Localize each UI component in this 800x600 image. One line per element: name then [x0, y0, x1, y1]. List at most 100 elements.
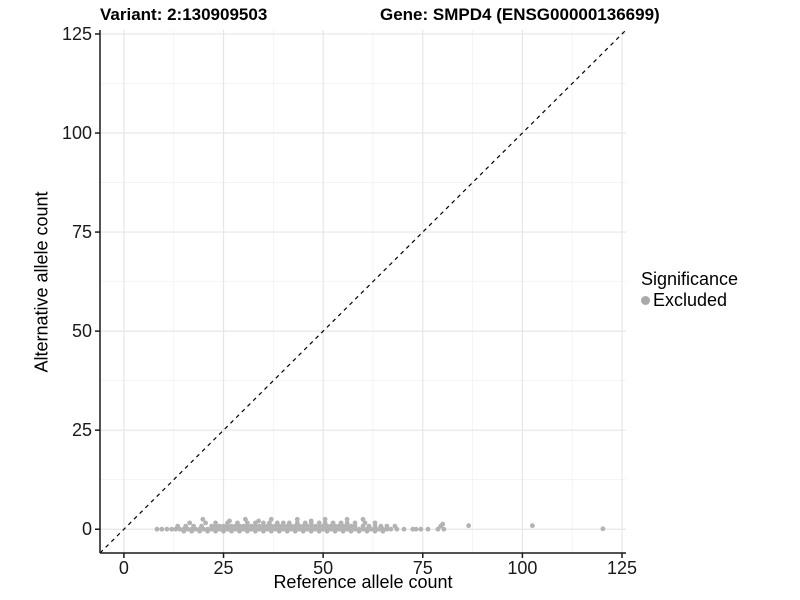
data-point [243, 516, 248, 522]
data-point [308, 518, 314, 524]
y-tick-label: 50 [71, 321, 92, 342]
data-point [221, 523, 226, 529]
data-point [274, 520, 280, 526]
data-point [413, 526, 419, 532]
data-point [466, 523, 471, 529]
data-point [261, 528, 266, 534]
data-point [364, 528, 370, 534]
data-point [227, 518, 232, 524]
scatter-points [154, 516, 606, 534]
y-tick-label: 0 [81, 519, 92, 540]
data-point [169, 526, 175, 532]
data-point [261, 520, 266, 526]
data-point [372, 528, 378, 534]
x-tick-label: 125 [606, 558, 638, 578]
data-point [348, 523, 354, 529]
data-point [348, 528, 354, 534]
data-point [340, 528, 346, 534]
x-axis-title: Reference allele count [273, 572, 453, 592]
axis-lines [99, 30, 626, 554]
data-point [209, 523, 214, 529]
data-point [183, 523, 189, 529]
data-point [187, 520, 193, 526]
data-point [344, 520, 350, 526]
data-point [344, 516, 350, 522]
data-point [332, 528, 338, 534]
data-point [316, 520, 322, 526]
data-point [425, 526, 431, 532]
minor-gridlines [100, 30, 626, 553]
data-point [268, 516, 274, 522]
data-point [401, 526, 407, 532]
data-point [205, 528, 210, 534]
x-tick-label: 0 [118, 558, 129, 578]
data-point [286, 520, 292, 526]
data-point [330, 520, 336, 526]
data-point [164, 526, 170, 532]
data-point [338, 520, 344, 526]
data-point [388, 526, 394, 532]
y-tick-label: 125 [61, 23, 92, 44]
data-point [308, 528, 314, 534]
data-point [256, 518, 261, 524]
data-point [217, 523, 222, 529]
data-point [245, 520, 250, 526]
data-point [418, 526, 424, 532]
axis-tick-marks [95, 33, 623, 558]
identity-dashed-line [99, 29, 627, 554]
y-axis-title: Alternative allele count [31, 191, 52, 373]
data-point [300, 528, 306, 534]
data-point [229, 528, 234, 534]
data-point [159, 526, 165, 532]
plot-title-variant: Variant: 2:130909503 [100, 5, 268, 24]
data-point [440, 521, 446, 527]
data-point [268, 528, 274, 534]
data-point [213, 520, 218, 526]
identity-line [99, 29, 627, 554]
data-point [229, 523, 234, 529]
data-point [372, 520, 378, 526]
data-point [284, 528, 290, 534]
data-point [294, 516, 300, 522]
data-point [253, 528, 258, 534]
data-point [324, 528, 330, 534]
x-tick-label: 50 [313, 558, 334, 578]
data-point [352, 520, 358, 526]
data-point [356, 528, 362, 534]
data-point [435, 526, 441, 532]
plot-title-gene: Gene: SMPD4 (ENSG00000136699) [380, 5, 660, 24]
data-point [360, 516, 366, 522]
data-point [241, 523, 246, 529]
data-point [380, 528, 386, 534]
data-point [197, 528, 202, 534]
data-point [366, 523, 372, 529]
data-point [600, 526, 606, 532]
data-point [200, 516, 206, 522]
data-point [189, 528, 195, 534]
data-point [191, 523, 196, 529]
data-point [530, 523, 535, 529]
data-point [316, 528, 322, 534]
data-point [245, 528, 250, 534]
major-gridlines [100, 30, 626, 553]
x-tick-label: 75 [412, 558, 433, 578]
legend-items: Excluded [641, 290, 738, 311]
data-point [280, 520, 286, 526]
data-point [441, 526, 447, 532]
x-tick-label: 25 [213, 558, 234, 578]
data-point [267, 520, 272, 526]
data-point [392, 523, 398, 529]
data-point [322, 520, 328, 526]
data-point [378, 523, 384, 529]
y-tick-label: 100 [61, 123, 92, 143]
data-point [203, 520, 208, 526]
data-point [221, 528, 226, 534]
data-point [292, 528, 298, 534]
x-tick-label: 100 [507, 558, 538, 578]
data-point [257, 523, 262, 529]
data-point [322, 516, 328, 522]
data-point [362, 520, 368, 526]
data-point [276, 528, 282, 534]
